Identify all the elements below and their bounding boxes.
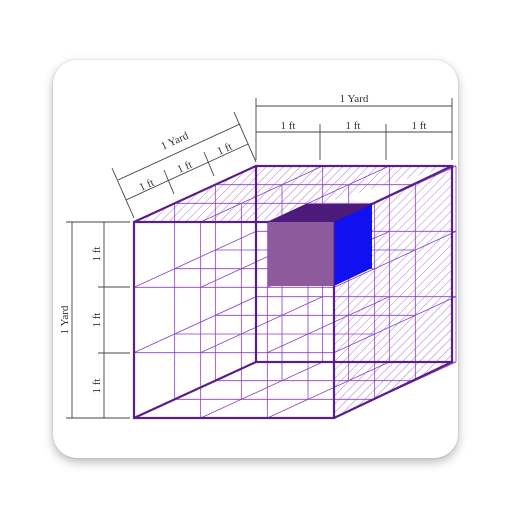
small-cube-front [268, 222, 334, 286]
diag-ft-label-2: 1 ft [175, 159, 194, 176]
small-cube-top [268, 204, 372, 222]
grid-line-z [267, 165, 390, 223]
small-cube [268, 204, 372, 286]
grid-line-z [333, 230, 457, 288]
grid-line-z [333, 296, 457, 354]
cube-top-face [134, 166, 452, 222]
left-yard-label: 1 Yard [59, 305, 71, 334]
top-ft-label-3: 1 ft [412, 120, 427, 132]
grid-line-z [133, 296, 257, 354]
left-ft-label-1: 1 ft [91, 247, 103, 262]
diag-ft-label-1: 1 ft [137, 177, 156, 194]
left-ft-label-3: 1 ft [91, 379, 103, 394]
grid-line-z [267, 296, 390, 354]
top-ft-label-1: 1 ft [281, 120, 296, 132]
small-cube-side [334, 204, 372, 286]
grid-line-z [267, 361, 390, 419]
diagonal-dimension [111, 111, 257, 219]
top-dimension [255, 98, 453, 160]
cube-outline [132, 164, 454, 420]
left-ft-label-2: 1 ft [91, 313, 103, 328]
left-dimension [66, 221, 130, 419]
grid-line-z [133, 230, 257, 288]
cube-right-face [334, 166, 452, 418]
top-yard-label: 1 Yard [340, 93, 369, 105]
diag-ft-label-3: 1 ft [215, 141, 234, 158]
grid-line-z [200, 361, 323, 419]
grid-line-z [200, 296, 323, 354]
grid-line-z [200, 165, 323, 223]
top-ft-label-2: 1 ft [346, 120, 361, 132]
